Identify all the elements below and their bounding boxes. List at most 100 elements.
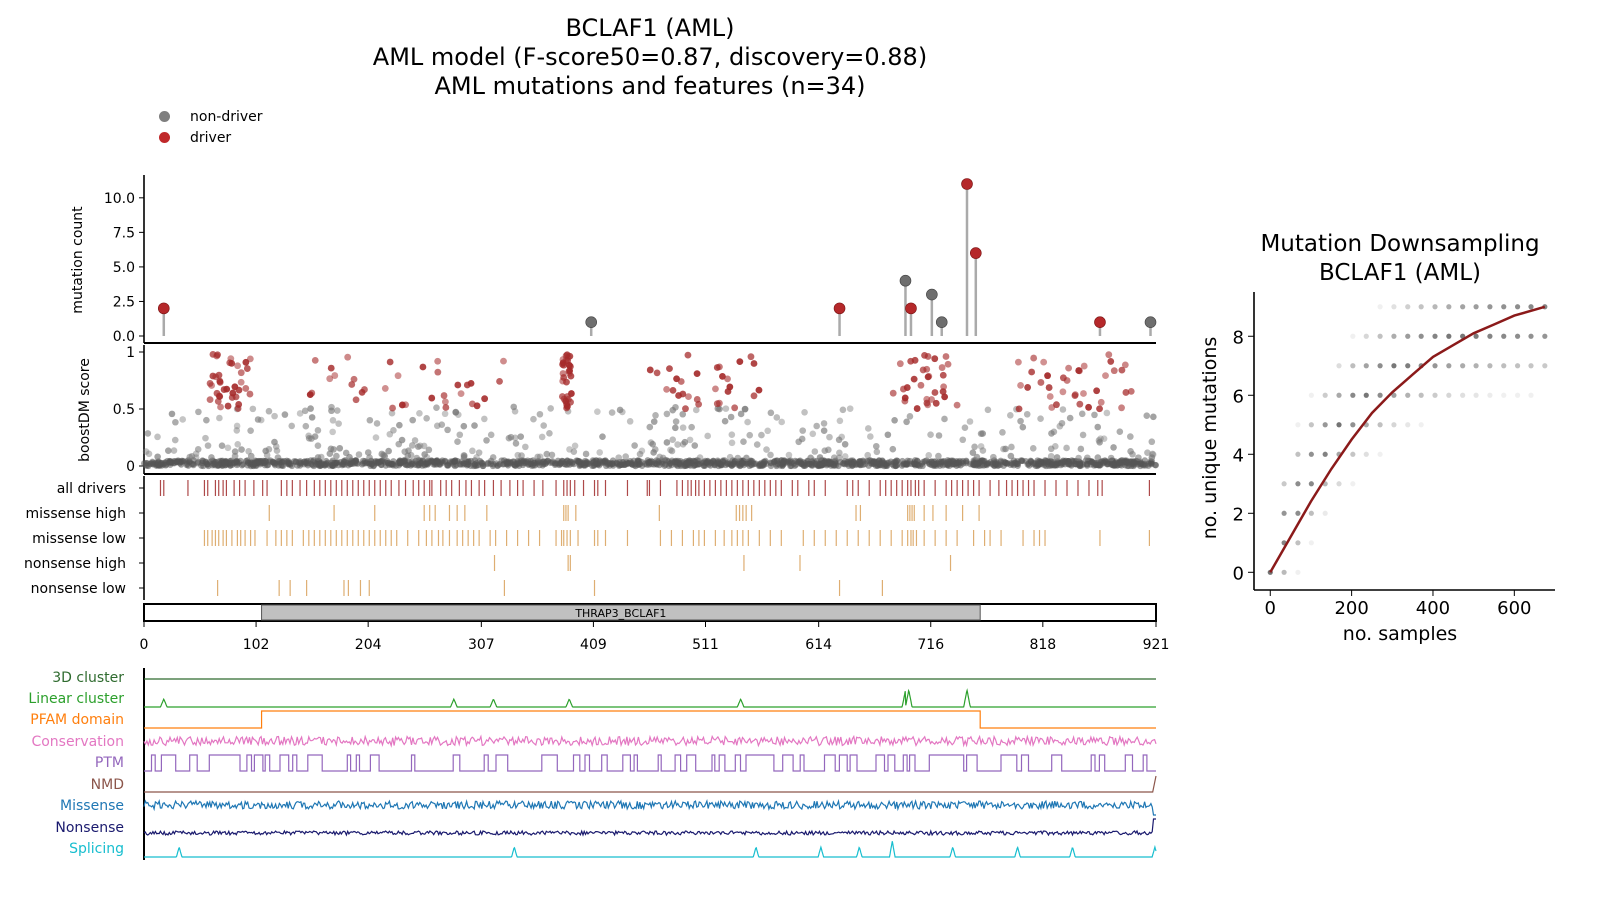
boostdm-driver-point xyxy=(1059,388,1067,396)
boostdm-nondriver-point xyxy=(414,443,422,450)
boostdm-nondriver-point xyxy=(444,426,451,434)
boostdm-driver-point xyxy=(331,372,339,379)
boostdm-driver-point xyxy=(232,393,240,401)
boostdm-nondriver-point xyxy=(631,442,638,449)
downsampling-point xyxy=(1514,392,1521,398)
legend: non-driver driver xyxy=(158,106,263,148)
boostdm-baseline-point xyxy=(1027,457,1034,465)
boostdm-nondriver-point xyxy=(570,448,578,455)
boostdm-baseline-point xyxy=(451,457,459,464)
boostdm-driver-point xyxy=(386,358,394,366)
boostdm-nondriver-point xyxy=(798,435,806,443)
boostdm-driver-point xyxy=(441,398,449,406)
boostdm-nondriver-point xyxy=(1100,435,1108,442)
boostdm-nondriver-point xyxy=(773,414,781,421)
boostdm-baseline-point xyxy=(1131,458,1138,465)
downsampling-point xyxy=(1528,304,1534,310)
downsampling-point xyxy=(1473,392,1479,398)
boostdm-nondriver-point xyxy=(481,415,488,423)
lollipop-nondriver-point xyxy=(585,316,598,328)
boostdm-baseline-point xyxy=(776,462,784,469)
downsampling-point xyxy=(1487,392,1493,398)
boostdm-driver-point xyxy=(217,403,224,411)
boostdm-baseline-point xyxy=(405,461,412,469)
boostdm-driver-point xyxy=(481,395,489,403)
boostdm-nondriver-point xyxy=(1058,419,1066,427)
boostdm-baseline-point xyxy=(283,457,291,464)
boostdm-nondriver-point xyxy=(816,454,824,461)
boostdm-baseline-point xyxy=(479,460,486,468)
lollipop-nondriver-point xyxy=(935,316,948,328)
boostdm-driver-point xyxy=(457,390,465,397)
boostdm-nondriver-point xyxy=(672,418,680,425)
downsampling-point xyxy=(1514,363,1521,369)
boostdm-driver-point xyxy=(942,353,950,360)
boostdm-driver-point xyxy=(1096,405,1103,413)
boostdm-baseline-point xyxy=(490,461,497,468)
boostdm-driver-point xyxy=(231,383,239,391)
boostdm-driver-point xyxy=(559,370,567,377)
boostdm-nondriver-point xyxy=(281,411,289,418)
boostdm-nondriver-point xyxy=(846,405,854,412)
boostdm-nondriver-point xyxy=(1148,454,1156,461)
downsampling-point xyxy=(1322,451,1328,457)
boostdm-driver-point xyxy=(223,385,231,393)
boostdm-nondriver-point xyxy=(416,442,424,450)
boostdm-driver-point xyxy=(1048,404,1056,411)
boostdm-nondriver-point xyxy=(372,434,380,441)
boostdm-nondriver-point xyxy=(785,451,793,459)
downsampling-point xyxy=(1336,363,1342,369)
downsampling-point xyxy=(1528,392,1534,398)
boostdm-driver-point xyxy=(1107,358,1115,365)
downsampling-point xyxy=(1322,510,1328,516)
boostdm-nondriver-point xyxy=(271,412,278,420)
boostdm-baseline-point xyxy=(203,460,211,468)
boostdm-nondriver-point xyxy=(1148,438,1156,446)
downsampling-point xyxy=(1528,363,1534,369)
boostdm-nondriver-point xyxy=(346,453,353,461)
downsampling-point xyxy=(1405,304,1411,310)
boostdm-nondriver-point xyxy=(172,418,179,426)
downsampling-point xyxy=(1405,333,1411,339)
boostdm-nondriver-point xyxy=(460,454,468,461)
boostdm-driver-point xyxy=(496,377,503,385)
boostdm-nondriver-point xyxy=(1094,454,1102,461)
boostdm-nondriver-point xyxy=(411,437,419,444)
boostdm-nondriver-point xyxy=(170,447,178,454)
boostdm-baseline-point xyxy=(1083,462,1091,469)
domain-x-tick-label: 818 xyxy=(1029,637,1056,653)
downsampling-title-line-2: BCLAF1 (AML) xyxy=(1319,260,1481,286)
boostdm-nondriver-point xyxy=(734,454,742,462)
downsampling-point xyxy=(1487,333,1493,339)
downsampling-point xyxy=(1336,422,1342,428)
boostdm-baseline-point xyxy=(604,459,612,467)
feature-label: Linear cluster xyxy=(28,691,124,707)
boostdm-baseline-point xyxy=(1145,462,1152,469)
boostdm-nondriver-point xyxy=(538,433,546,441)
domain-x-tick-label: 921 xyxy=(1143,637,1170,653)
lollipop-y-tick-label: 5.0 xyxy=(113,260,135,276)
downsampling-point xyxy=(1295,540,1301,546)
boostdm-baseline-point xyxy=(1099,457,1106,465)
boostdm-driver-point xyxy=(326,375,334,383)
downsampling-point xyxy=(1363,333,1369,339)
boostdm-baseline-point xyxy=(444,462,451,469)
boostdm-nondriver-point xyxy=(168,410,176,418)
boostdm-driver-point xyxy=(567,390,575,397)
boostdm-nondriver-point xyxy=(517,433,525,440)
boostdm-nondriver-point xyxy=(571,442,579,450)
boostdm-nondriver-point xyxy=(314,442,322,450)
boostdm-nondriver-point xyxy=(192,454,200,461)
downsampling-point xyxy=(1501,304,1507,310)
boostdm-nondriver-point xyxy=(961,424,969,432)
boostdm-y-tick-label: 0 xyxy=(126,459,135,475)
boostdm-baseline-point xyxy=(677,461,684,468)
boostdm-nondriver-point xyxy=(271,438,278,446)
downsampling-x-tick-label: 400 xyxy=(1416,598,1450,619)
boostdm-nondriver-point xyxy=(540,422,547,429)
downsampling-y-tick-label: 4 xyxy=(1233,445,1244,466)
track-label: nonsense high xyxy=(24,556,126,572)
boostdm-panel: 0 0.5 1 boostDM score xyxy=(77,345,1159,475)
downsampling-point xyxy=(1405,392,1411,398)
boostdm-nondriver-point xyxy=(1023,410,1031,418)
